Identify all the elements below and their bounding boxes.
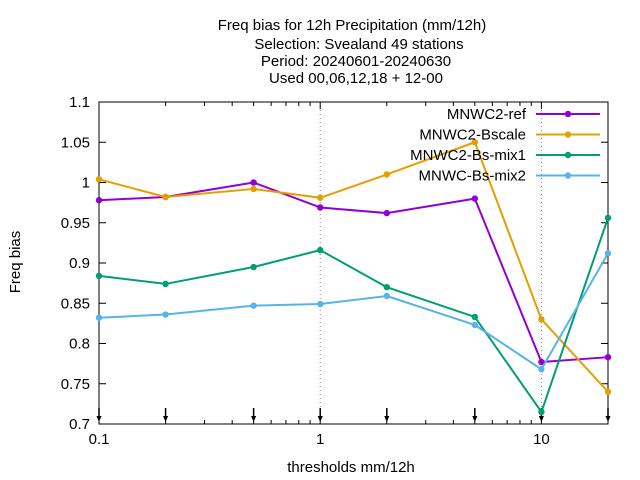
- legend-entry: MNWC2-Bs-mix1: [410, 147, 600, 164]
- data-point: [95, 272, 103, 280]
- legend: MNWC2-ref MNWC2-Bscale MNWC2-Bs-mix1 MNWC-B…: [410, 106, 600, 185]
- axes: 0.7 0.75 0.8 0.85 0.9 0.95 1 1.05 1.1 0.1 1 10: [61, 94, 611, 448]
- data-point: [383, 283, 390, 291]
- y-tick-label: 0.95: [61, 215, 90, 232]
- threshold-marker-head: [96, 416, 102, 422]
- legend-point: [564, 172, 572, 179]
- data-point: [162, 193, 169, 201]
- series-layer: [95, 139, 612, 416]
- data-point: [317, 300, 324, 308]
- data-point: [162, 280, 169, 288]
- series-MNWC-Bs-mix2: [95, 250, 612, 373]
- data-point: [162, 311, 169, 318]
- y-tick-label: 1.05: [61, 134, 90, 151]
- data-point: [538, 316, 545, 323]
- y-tick-label: 0.7: [69, 416, 90, 433]
- data-point: [383, 209, 390, 217]
- data-point: [250, 185, 257, 193]
- threshold-marker-head: [605, 416, 611, 422]
- data-point: [250, 179, 257, 186]
- title-line-3: Period: 20240601-20240630: [261, 53, 451, 70]
- series-line: [98, 217, 609, 413]
- data-point: [383, 292, 390, 300]
- y-tick-label: 0.8: [69, 336, 90, 353]
- data-point: [317, 204, 324, 211]
- data-point: [95, 176, 103, 183]
- y-tick-label: 0.75: [61, 376, 90, 393]
- legend-entry: MNWC2-ref: [447, 106, 600, 123]
- title-line-2: Selection: Svealand 49 stations: [254, 36, 463, 53]
- plot-border: [98, 101, 609, 425]
- data-point: [95, 197, 103, 204]
- threshold-marker-head: [317, 416, 323, 422]
- legend-point: [564, 110, 572, 118]
- data-point: [317, 194, 324, 201]
- data-point: [250, 302, 257, 309]
- x-tick-label: 0.1: [89, 431, 110, 448]
- threshold-marker-head: [538, 416, 544, 422]
- threshold-marker-head: [384, 416, 390, 422]
- data-point: [471, 321, 479, 329]
- legend-entry: MNWC2-Bscale: [419, 127, 600, 144]
- series-line: [98, 252, 609, 371]
- data-point: [471, 139, 479, 146]
- title-line-4: Used 00,06,12,18 + 12-00: [269, 70, 443, 87]
- threshold-marker-head: [251, 416, 257, 422]
- legend-point: [564, 131, 572, 138]
- series-line: [98, 141, 609, 393]
- data-point: [538, 358, 545, 366]
- data-point: [95, 314, 103, 321]
- y-tick-label: 1.1: [69, 94, 90, 111]
- data-point: [250, 263, 257, 271]
- chart-title: Freq bias for 12h Precipitation (mm/12h)…: [218, 17, 486, 87]
- data-point: [604, 388, 612, 395]
- series-MNWC2-Bs-mix1: [95, 214, 612, 416]
- data-point: [604, 250, 612, 257]
- data-point: [471, 313, 479, 321]
- data-point: [383, 171, 390, 178]
- series-MNWC2-ref: [95, 179, 612, 366]
- y-axis-title: Freq bias: [7, 231, 24, 294]
- legend-label: MNWC2-ref: [447, 106, 527, 123]
- series-line: [98, 181, 609, 364]
- x-axis-title: thresholds mm/12h: [287, 459, 415, 476]
- data-point: [538, 366, 545, 373]
- title-line-1: Freq bias for 12h Precipitation (mm/12h): [218, 17, 486, 34]
- legend-entry: MNWC-Bs-mix2: [419, 168, 600, 185]
- y-tick-label: 0.85: [61, 295, 90, 312]
- data-point: [471, 195, 479, 202]
- legend-point: [564, 151, 572, 159]
- x-tick-label: 1: [316, 431, 324, 448]
- threshold-marker-head: [163, 416, 169, 422]
- data-point: [317, 246, 324, 254]
- threshold-marker-head: [472, 416, 478, 422]
- legend-label: MNWC2-Bs-mix1: [410, 147, 526, 164]
- data-point: [538, 408, 545, 416]
- data-point: [604, 214, 612, 222]
- data-point: [604, 353, 612, 361]
- x-tick-label: 10: [533, 431, 550, 448]
- series-MNWC2-Bscale: [95, 139, 612, 395]
- legend-label: MNWC-Bs-mix2: [419, 168, 526, 185]
- y-tick-label: 1: [82, 175, 90, 192]
- y-tick-label: 0.9: [69, 255, 90, 272]
- legend-label: MNWC2-Bscale: [419, 127, 526, 144]
